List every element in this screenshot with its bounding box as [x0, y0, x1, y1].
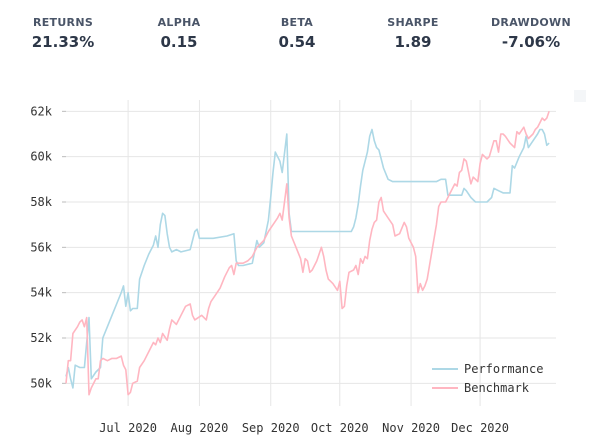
stat-label: ALPHA — [157, 16, 201, 29]
x-tick-label: Jul 2020 — [99, 421, 157, 435]
legend-item-benchmark[interactable]: Benchmark — [432, 381, 530, 395]
series-lines — [65, 111, 550, 396]
stat-sharpe: SHARPE 1.89 — [358, 16, 468, 51]
stat-drawdown: DRAWDOWN -7.06% — [476, 16, 586, 51]
y-tick-label: 60k — [30, 150, 52, 164]
legend-label: Performance — [464, 362, 543, 376]
legend-item-performance[interactable]: Performance — [432, 362, 543, 376]
stats-bar: RETURNS 21.33% ALPHA 0.15 BETA 0.54 SHAR… — [0, 0, 607, 60]
series-line-performance — [65, 128, 550, 389]
x-tick-label: Dec 2020 — [451, 421, 509, 435]
stat-label: DRAWDOWN — [491, 16, 571, 29]
stat-value: -7.06% — [501, 33, 561, 51]
series-line-benchmark — [65, 111, 550, 396]
y-tick-label: 56k — [30, 240, 52, 254]
x-tick-label: Sep 2020 — [242, 421, 300, 435]
chart-corner-placeholder — [574, 90, 586, 102]
stat-beta: BETA 0.54 — [242, 16, 352, 51]
chart-legend[interactable]: Performance Benchmark — [432, 362, 543, 395]
stat-label: BETA — [280, 16, 314, 29]
chart-grid — [66, 100, 556, 406]
y-tick-label: 58k — [30, 195, 52, 209]
x-axis: Jul 2020 Aug 2020 Sep 2020 Oct 2020 Nov 2020… — [99, 421, 509, 435]
legend-label: Benchmark — [464, 381, 530, 395]
stat-label: SHARPE — [387, 16, 439, 29]
y-tick-label: 52k — [30, 331, 52, 345]
x-tick-label: Oct 2020 — [311, 421, 369, 435]
stat-alpha: ALPHA 0.15 — [124, 16, 234, 51]
y-axis: 50k 52k 54k 56k 58k 60k 62k — [30, 104, 66, 390]
y-tick-label: 54k — [30, 286, 52, 300]
stat-returns: RETURNS 21.33% — [8, 16, 118, 51]
x-tick-label: Aug 2020 — [171, 421, 229, 435]
stat-value: 0.15 — [160, 33, 198, 51]
x-tick-label: Nov 2020 — [382, 421, 440, 435]
stat-value: 21.33% — [31, 33, 95, 51]
stat-value: 1.89 — [394, 33, 432, 51]
stat-label: RETURNS — [32, 16, 94, 29]
y-tick-label: 50k — [30, 376, 52, 390]
y-tick-label: 62k — [30, 104, 52, 118]
stat-value: 0.54 — [278, 33, 316, 51]
